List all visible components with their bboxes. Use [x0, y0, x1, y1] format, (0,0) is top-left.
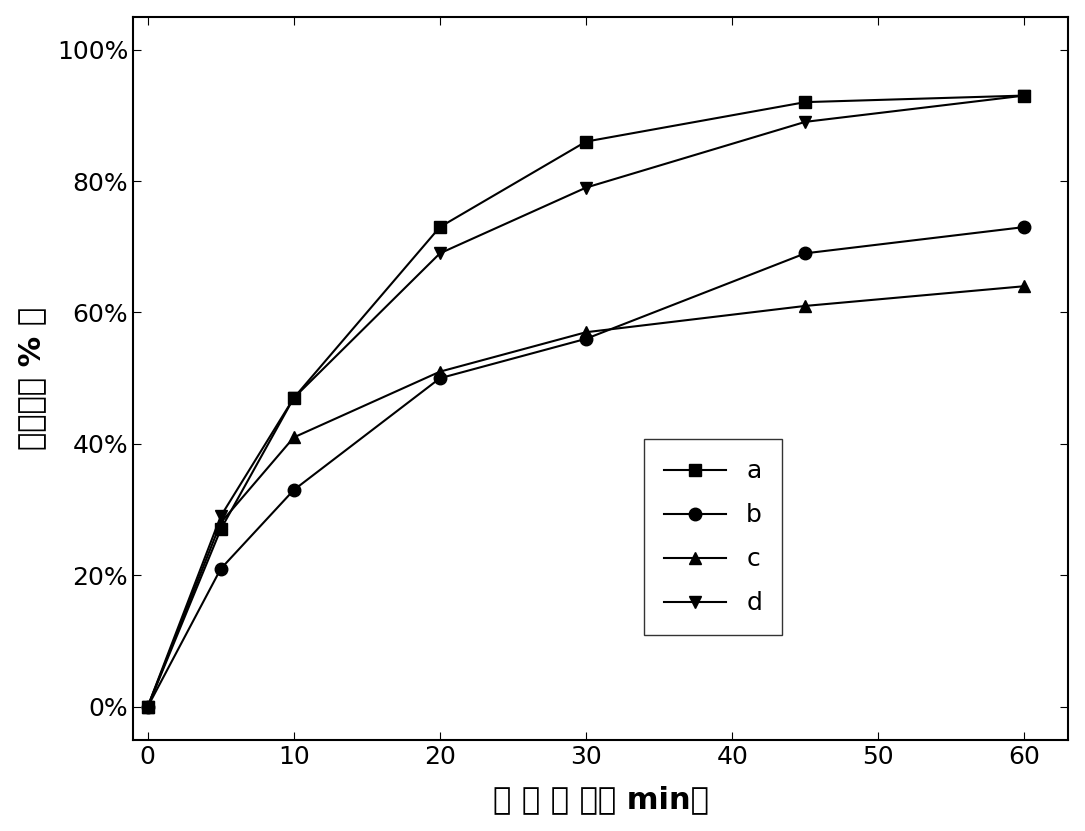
c	[214, 518, 227, 528]
Line: b: b	[141, 221, 1031, 713]
b	[288, 485, 301, 495]
b	[799, 248, 812, 258]
b	[1018, 222, 1031, 232]
a	[214, 524, 227, 534]
d	[1018, 91, 1031, 101]
Line: c: c	[141, 280, 1031, 713]
c	[141, 702, 154, 712]
a	[579, 136, 592, 146]
c	[288, 432, 301, 442]
c	[1018, 281, 1031, 291]
b	[433, 373, 446, 383]
c	[433, 366, 446, 376]
b	[579, 334, 592, 344]
X-axis label: 处 理 时 间（ min）: 处 理 时 间（ min）	[493, 785, 709, 814]
b	[141, 702, 154, 712]
a	[433, 222, 446, 232]
a	[799, 97, 812, 107]
d	[799, 117, 812, 127]
d	[288, 393, 301, 403]
c	[799, 301, 812, 311]
d	[141, 702, 154, 712]
Y-axis label: 去除率（ % ）: 去除率（ % ）	[16, 307, 46, 450]
Line: d: d	[141, 89, 1031, 713]
d	[433, 248, 446, 258]
a	[1018, 91, 1031, 101]
a	[141, 702, 154, 712]
b	[214, 564, 227, 574]
d	[579, 183, 592, 193]
Legend: a, b, c, d: a, b, c, d	[643, 440, 782, 636]
c	[579, 327, 592, 337]
Line: a: a	[141, 89, 1031, 713]
d	[214, 511, 227, 521]
a	[288, 393, 301, 403]
